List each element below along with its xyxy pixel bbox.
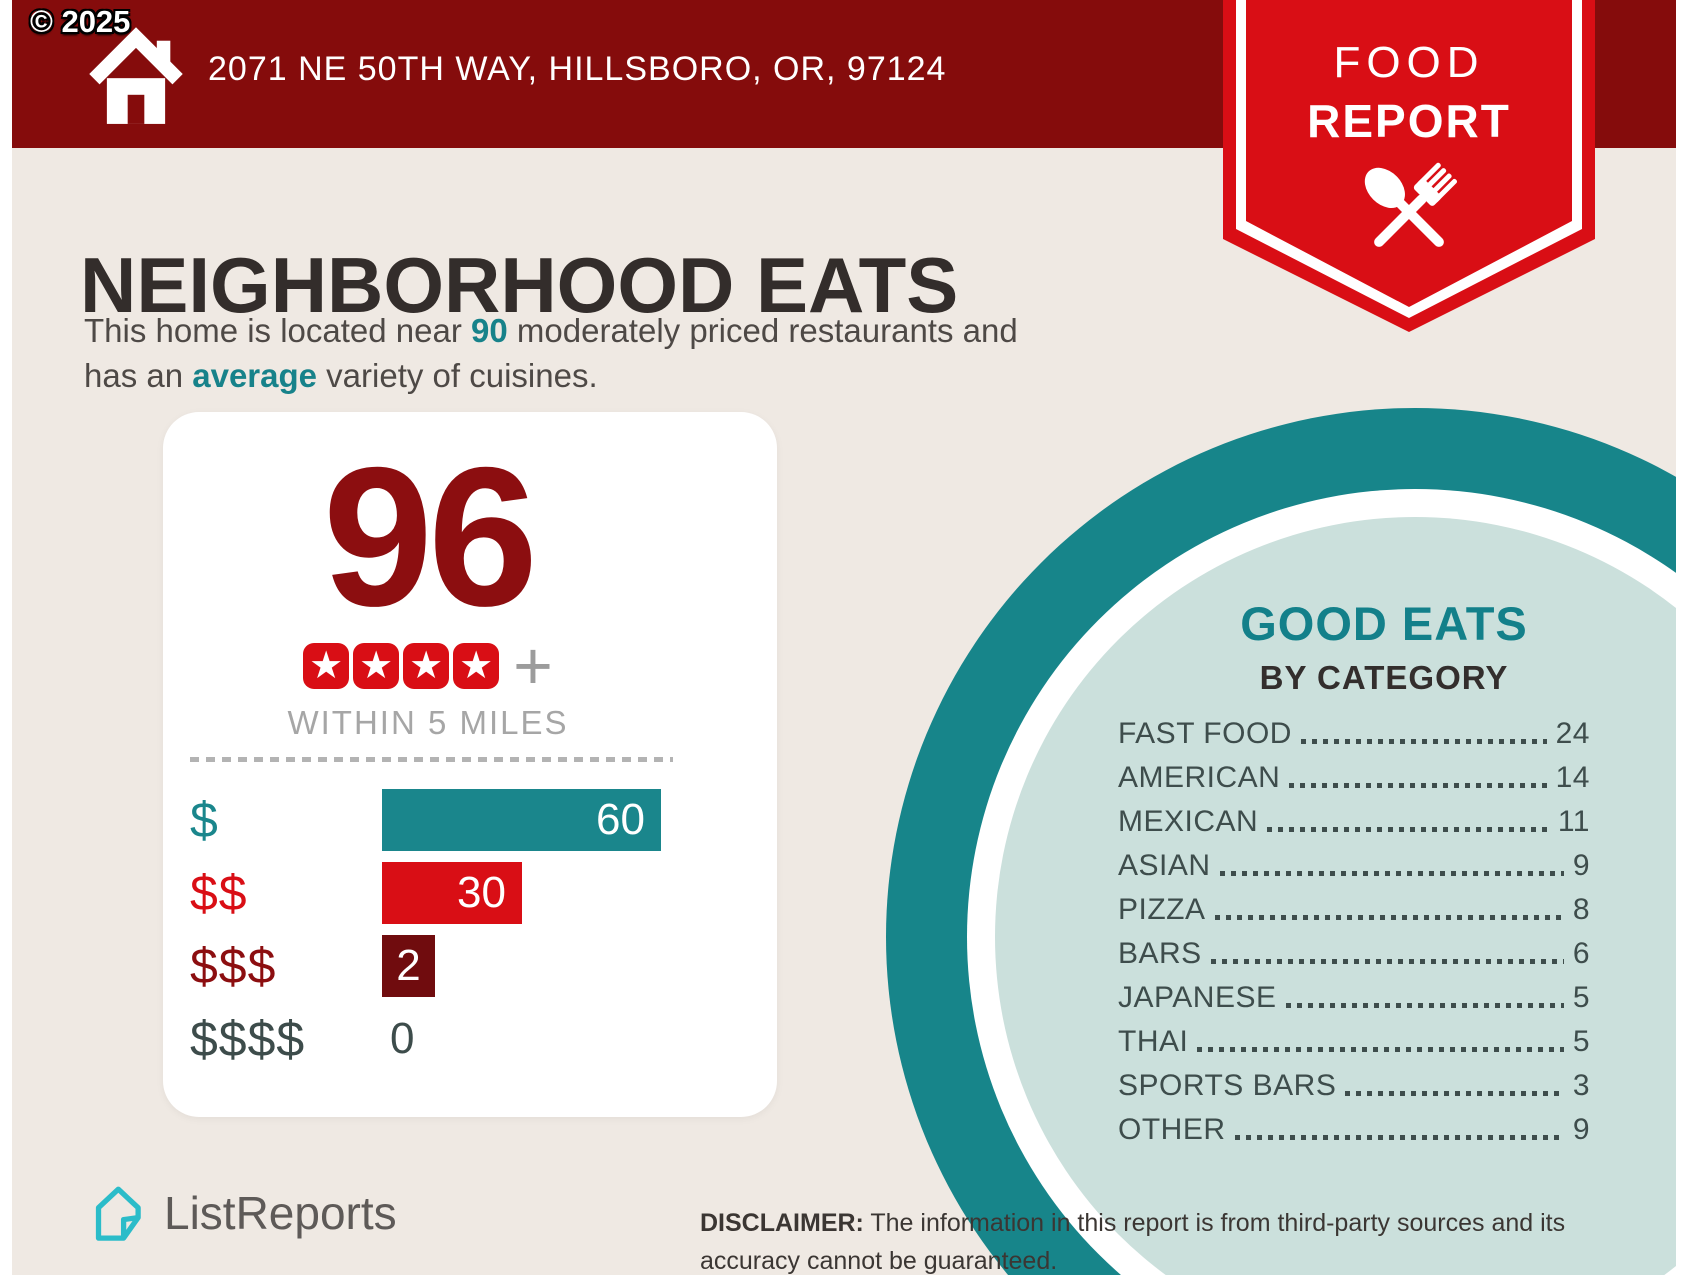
- price-bar-row: $60: [190, 789, 750, 851]
- radius-label: WITHIN 5 MILES: [287, 704, 569, 741]
- intro-variety-highlight: average: [192, 356, 318, 394]
- food-report-ribbon: FOOD REPORT: [1223, 0, 1595, 332]
- listreports-logo: ListReports: [84, 1178, 397, 1248]
- score-block: 96 ★ ★ ★ ★ + WITHIN 5 MILES: [163, 412, 693, 742]
- price-bar-label: $$: [190, 865, 248, 921]
- price-bar-value: 30: [457, 868, 506, 917]
- category-dot-leader: [1219, 870, 1564, 876]
- category-dot-leader: [1267, 826, 1549, 832]
- category-list: FAST FOOD 24 AMERICAN 14 MEXICAN 11 ASIAN 9 PIZZ…: [1118, 712, 1590, 1152]
- category-label: FAST FOOD: [1118, 717, 1292, 750]
- rating-star-icon: ★: [303, 643, 350, 689]
- category-row: OTHER 9: [1118, 1108, 1590, 1152]
- dashed-divider: [190, 757, 673, 762]
- plus-sign: +: [513, 628, 553, 704]
- category-value: 9: [1572, 849, 1590, 882]
- category-value: 9: [1572, 1113, 1590, 1146]
- content-area: 2071 NE 50TH WAY, HILLSBORO, OR, 97124 ©…: [12, 0, 1676, 1275]
- intro-line1-pre: This home is located near: [84, 312, 472, 349]
- intro-paragraph: This home is located near 90 moderately …: [84, 309, 1134, 398]
- category-dot-leader: [1197, 1046, 1564, 1052]
- category-dot-leader: [1285, 1002, 1564, 1008]
- category-label: THAI: [1118, 1025, 1189, 1058]
- category-label: JAPANESE: [1118, 981, 1277, 1014]
- category-label: BARS: [1118, 937, 1202, 970]
- price-bar: 2: [382, 935, 435, 997]
- copyright-text: © 2025: [30, 4, 131, 39]
- price-bar-row: $$$$ 0: [190, 1008, 750, 1070]
- category-value: 11: [1557, 805, 1590, 838]
- star-rating: ★ ★ ★ ★ +: [163, 628, 693, 704]
- category-value: 5: [1572, 1025, 1590, 1058]
- category-dot-leader: [1345, 1090, 1564, 1096]
- category-row: ASIAN 9: [1118, 844, 1590, 888]
- price-bars-chart: $60 $$ 30 $$$ 2 $$$$ 0: [190, 789, 750, 1081]
- intro-line1-post: moderately priced restaurants and: [507, 312, 1018, 349]
- disclaimer-body: The information in this report is from t…: [700, 1209, 1566, 1275]
- category-value: 14: [1555, 761, 1590, 794]
- price-bar-label: $$$: [190, 938, 277, 994]
- price-bar-row: $$ 30: [190, 862, 750, 924]
- price-bar-value: 0: [390, 1014, 415, 1063]
- category-row: JAPANESE 5: [1118, 976, 1590, 1020]
- good-eats-title: GOOD EATS: [1240, 597, 1528, 650]
- category-label: MEXICAN: [1118, 805, 1259, 838]
- category-row: MEXICAN 11: [1118, 800, 1590, 844]
- category-label: OTHER: [1118, 1113, 1226, 1146]
- category-dot-leader: [1214, 914, 1564, 920]
- ribbon-title: FOOD REPORT: [1223, 38, 1595, 148]
- category-value: 24: [1555, 717, 1590, 750]
- score-card: 96 ★ ★ ★ ★ + WITHIN 5 MILES $60 $$ 30 $$$ 2 $$$$ 0: [163, 412, 777, 1117]
- category-value: 8: [1572, 893, 1590, 926]
- ribbon-line-food: FOOD: [1333, 38, 1485, 87]
- page-title: NEIGHBORHOOD EATS: [80, 241, 959, 330]
- price-bar-label: $$$$: [190, 1011, 306, 1067]
- category-row: AMERICAN 14: [1118, 756, 1590, 800]
- good-eats-subtitle: BY CATEGORY: [1259, 659, 1509, 696]
- disclaimer-label: DISCLAIMER:: [700, 1209, 864, 1237]
- price-bar: 60: [382, 789, 661, 851]
- category-row: BARS 6: [1118, 932, 1590, 976]
- restaurant-score: 96: [322, 426, 538, 647]
- category-label: ASIAN: [1118, 849, 1211, 882]
- category-row: PIZZA 8: [1118, 888, 1590, 932]
- price-bar-label: $: [190, 792, 219, 848]
- intro-line2-pre: has an: [84, 356, 193, 394]
- brand-name: ListReports: [164, 1187, 397, 1239]
- category-value: 3: [1572, 1069, 1590, 1102]
- rating-star-icon: ★: [353, 643, 400, 689]
- category-label: AMERICAN: [1118, 761, 1281, 794]
- price-bar: 30: [382, 862, 522, 924]
- ribbon-line-report: REPORT: [1307, 95, 1511, 147]
- price-bar-row: $$$ 2: [190, 935, 750, 997]
- category-dot-leader: [1210, 958, 1564, 964]
- category-row: THAI 5: [1118, 1020, 1590, 1064]
- good-eats-header: GOOD EATS BY CATEGORY: [1134, 596, 1634, 697]
- category-label: SPORTS BARS: [1118, 1069, 1337, 1102]
- rating-star-icon: ★: [403, 643, 450, 689]
- category-row: SPORTS BARS 3: [1118, 1064, 1590, 1108]
- price-bar-value: 60: [596, 795, 645, 844]
- house-icon: [89, 27, 183, 124]
- price-bar-value: 2: [396, 941, 421, 990]
- property-address: 2071 NE 50TH WAY, HILLSBORO, OR, 97124: [208, 50, 947, 88]
- category-label: PIZZA: [1118, 893, 1206, 926]
- category-dot-leader: [1234, 1134, 1564, 1140]
- category-value: 6: [1572, 937, 1590, 970]
- category-value: 5: [1572, 981, 1590, 1014]
- rating-star-icon: ★: [453, 643, 500, 689]
- intro-line2-post: variety of cuisines.: [317, 356, 598, 394]
- category-dot-leader: [1300, 738, 1547, 744]
- category-dot-leader: [1289, 782, 1547, 788]
- listreports-icon: [95, 1186, 141, 1241]
- category-row: FAST FOOD 24: [1118, 712, 1590, 756]
- intro-restaurant-count: 90: [471, 312, 508, 349]
- crossed-spoon-fork-icon: [1364, 162, 1458, 247]
- disclaimer-text: DISCLAIMER: The information in this repo…: [700, 1205, 1610, 1275]
